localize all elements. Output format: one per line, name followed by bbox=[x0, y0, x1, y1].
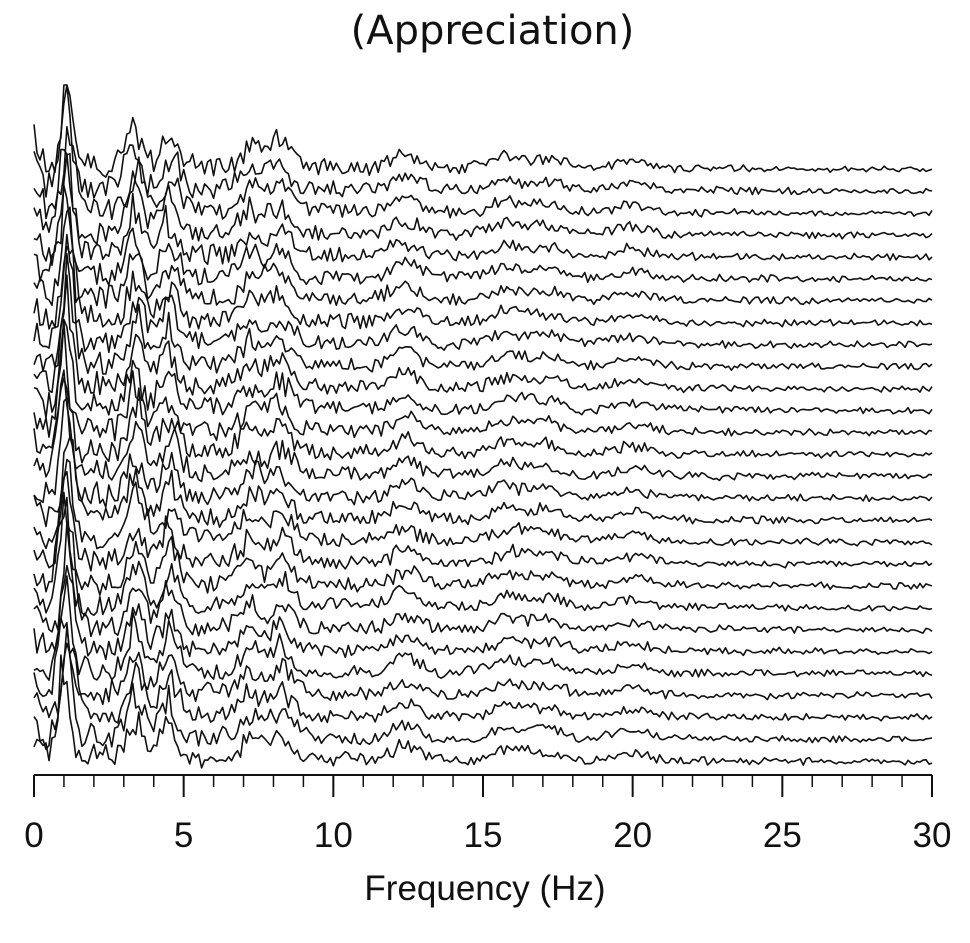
spectrum-trace bbox=[33, 233, 933, 354]
spectrum-trace bbox=[33, 458, 933, 550]
spectrum-trace bbox=[33, 521, 933, 638]
spectrum-trace bbox=[33, 148, 933, 245]
x-tick-label: 10 bbox=[314, 816, 353, 855]
spectrum-trace bbox=[33, 564, 933, 661]
x-axis: 0 5 10 15 20 25 30 bbox=[24, 774, 952, 855]
x-tick-label: 15 bbox=[464, 816, 503, 855]
spectrum-trace bbox=[33, 126, 933, 221]
spectrum-trace bbox=[33, 436, 933, 528]
x-tick-label: 25 bbox=[763, 816, 802, 855]
spectrum-trace bbox=[33, 253, 933, 375]
spectrum-trace bbox=[33, 321, 933, 442]
spectrum-trace bbox=[33, 152, 933, 266]
spectrum-trace bbox=[33, 642, 933, 724]
spectrum-trace bbox=[33, 496, 933, 596]
spectrum-trace bbox=[33, 397, 933, 508]
x-tick-label: 30 bbox=[913, 816, 952, 855]
chart-title: (Appreciation) bbox=[350, 8, 635, 54]
x-tick-label: 20 bbox=[613, 816, 652, 855]
spectrum-trace bbox=[33, 84, 933, 200]
spectrum-trace bbox=[33, 84, 933, 178]
spectrum-trace bbox=[33, 245, 933, 330]
spectrum-trace bbox=[33, 377, 933, 464]
spectrum-trace bbox=[33, 274, 933, 396]
spectrum-trace bbox=[33, 369, 933, 483]
x-tick-label: 5 bbox=[174, 816, 193, 855]
spectrum-trace bbox=[33, 491, 933, 617]
spectrum-trace bbox=[33, 206, 933, 309]
x-tick-label: 0 bbox=[24, 816, 43, 855]
spectrum-trace bbox=[33, 318, 933, 419]
spectrum-trace bbox=[33, 470, 933, 572]
spectrum-trace bbox=[33, 654, 933, 769]
spectrum-trace bbox=[33, 184, 933, 286]
x-axis-label: Frequency (Hz) bbox=[364, 869, 605, 908]
spectrum-trace bbox=[33, 575, 933, 681]
trace-group bbox=[33, 84, 933, 769]
spectrum-trace bbox=[33, 625, 933, 751]
spectrum-trace bbox=[33, 617, 933, 706]
